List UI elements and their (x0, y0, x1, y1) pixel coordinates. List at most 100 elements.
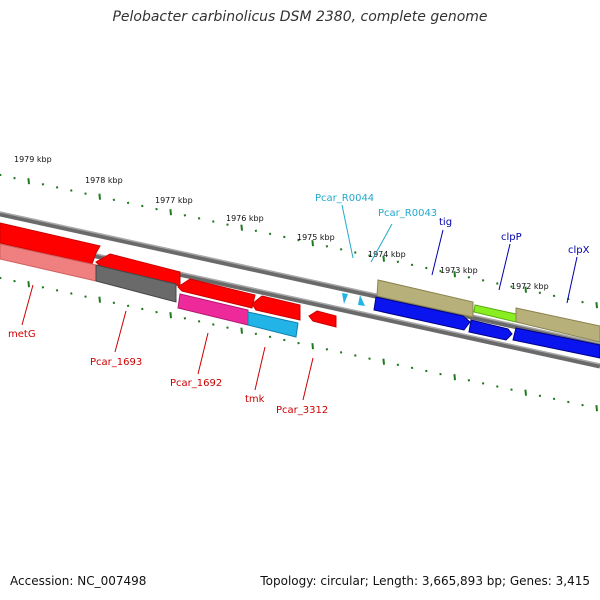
gene-label-pcar-3312[interactable]: Pcar_3312 (276, 405, 328, 416)
scale-tick-lower-major (595, 405, 598, 412)
gene-label-clpX[interactable]: clpX (568, 245, 590, 256)
scale-tick-upper-major (453, 271, 456, 278)
scale-tick-upper-minor (481, 279, 485, 282)
scale-tick-upper-minor (439, 269, 442, 273)
scale-tick-lower-minor (126, 304, 130, 308)
scale-tick-upper-major (524, 286, 527, 293)
gene-block-pcar-1693[interactable] (95, 264, 177, 303)
scale-label-1975: 1975 kbp (297, 233, 335, 242)
accession-text: Accession: NC_007498 (10, 574, 147, 588)
scale-tick-lower-minor (538, 394, 542, 398)
scale-tick-upper-minor (212, 220, 215, 223)
scale-tick-lower-minor (354, 354, 357, 357)
gene-block-clpX[interactable] (515, 307, 600, 343)
leader-clpX (566, 256, 578, 304)
scale-tick-upper-minor (126, 201, 130, 205)
scale-tick-lower-major (98, 296, 101, 303)
gene-label-pcar-r0043[interactable]: Pcar_R0043 (378, 208, 437, 219)
scale-tick-upper-major (169, 209, 172, 216)
scale-tick-upper-minor (510, 285, 513, 288)
scale-tick-upper-minor (354, 251, 357, 254)
scale-tick-upper-minor (339, 248, 343, 251)
scale-tick-lower-major (382, 358, 385, 365)
scale-tick-upper-minor (368, 254, 371, 257)
scale-tick-lower-minor (84, 295, 87, 298)
genome-summary-text: Topology: circular; Length: 3,665,893 bp… (260, 574, 590, 588)
rna-marker-pcar-r0043[interactable] (358, 295, 365, 306)
scale-tick-lower-minor (325, 348, 329, 351)
scale-tick-lower-minor (410, 366, 414, 370)
scale-tick-upper-minor (41, 183, 45, 186)
gene-arrow-blue-2[interactable] (468, 319, 513, 341)
gene-labels: metG Pcar_1693 Pcar_1692 tmk Pcar_3312 P… (8, 193, 590, 416)
scale-tick-lower-minor (70, 292, 73, 295)
gene-label-pcar-r0044[interactable]: Pcar_R0044 (315, 193, 374, 204)
gene-label-pcar-1693[interactable]: Pcar_1693 (90, 357, 142, 368)
scale-tick-lower-minor (396, 363, 400, 367)
rna-marker-pcar-r0044[interactable] (342, 293, 348, 304)
scale-tick-lower-minor (425, 369, 428, 373)
gene-block-tmk[interactable] (247, 311, 299, 338)
gene-label-pcar-1692[interactable]: Pcar_1692 (170, 378, 222, 389)
scale-label-1978: 1978 kbp (85, 176, 123, 185)
scale-tick-lower-minor (254, 332, 258, 336)
scale-label-1973: 1973 kbp (440, 266, 478, 275)
scale-label-1976: 1976 kbp (226, 214, 264, 223)
gene-label-clpP[interactable]: clpP (501, 232, 522, 243)
scale-tick-lower-minor (552, 397, 556, 401)
gene-label-metG[interactable]: metG (8, 329, 36, 340)
scale-tick-lower-minor (155, 310, 158, 314)
leader-pcar-1693 (114, 310, 127, 353)
scale-tick-upper-minor (141, 204, 144, 208)
backbone-upper (0, 211, 600, 348)
scale-ticks-upper (0, 173, 598, 309)
gene-arrow-metG[interactable] (0, 222, 101, 265)
backbone-upper-highlight (0, 211, 600, 344)
leader-pcar-3312 (302, 357, 314, 401)
scale-tick-lower-minor (55, 289, 59, 292)
scale-tick-lower-minor (268, 335, 272, 339)
gene-block-tig[interactable] (376, 279, 474, 318)
scale-tick-lower-minor (439, 372, 442, 376)
scale-tick-upper-major (27, 178, 30, 185)
scale-tick-lower-minor (141, 307, 144, 311)
scale-tick-upper-minor (0, 173, 2, 177)
scale-tick-upper-minor (552, 294, 556, 298)
leader-lines (21, 204, 578, 401)
gene-label-tig[interactable]: tig (439, 217, 452, 228)
leader-tmk (254, 346, 266, 391)
scale-labels: 1979 kbp 1978 kbp 1977 kbp 1976 kbp 1975… (14, 155, 549, 291)
gene-arrow-pcar-3312[interactable] (308, 310, 337, 328)
scale-tick-upper-minor (538, 291, 542, 295)
gene-arrow-blue-1[interactable] (373, 296, 471, 331)
scale-tick-lower-major (311, 343, 314, 350)
scale-tick-upper-minor (283, 235, 286, 239)
scale-tick-lower-minor (13, 279, 16, 283)
gene-arrow-blue-3[interactable] (512, 327, 600, 359)
scale-tick-upper-minor (396, 260, 400, 264)
scale-tick-lower-major (524, 389, 527, 396)
scale-tick-upper-major (311, 240, 314, 247)
gene-arrow-red-3[interactable] (177, 278, 256, 309)
scale-tick-lower-major (27, 281, 30, 288)
leader-pcar-r0043 (370, 223, 393, 263)
scale-tick-upper-major (240, 224, 243, 231)
scale-tick-lower-minor (368, 357, 371, 360)
scale-tick-upper-minor (467, 276, 471, 279)
scale-tick-upper-minor (268, 232, 272, 236)
scale-tick-lower-minor (581, 403, 584, 407)
gene-arrow-red-4[interactable] (251, 295, 301, 321)
scale-tick-upper-minor (325, 245, 329, 248)
scale-tick-upper-major (98, 193, 101, 200)
scale-tick-upper-minor (410, 263, 414, 267)
scale-tick-upper-minor (55, 186, 59, 189)
gene-label-tmk[interactable]: tmk (245, 394, 265, 405)
scale-tick-lower-minor (567, 400, 570, 404)
scale-tick-upper-minor (13, 176, 16, 180)
scale-tick-lower-minor (226, 326, 229, 329)
leader-pcar-r0044 (341, 204, 354, 259)
scale-tick-lower-minor (112, 301, 116, 305)
scale-tick-upper-minor (155, 207, 158, 211)
scale-tick-lower-major (169, 312, 172, 319)
